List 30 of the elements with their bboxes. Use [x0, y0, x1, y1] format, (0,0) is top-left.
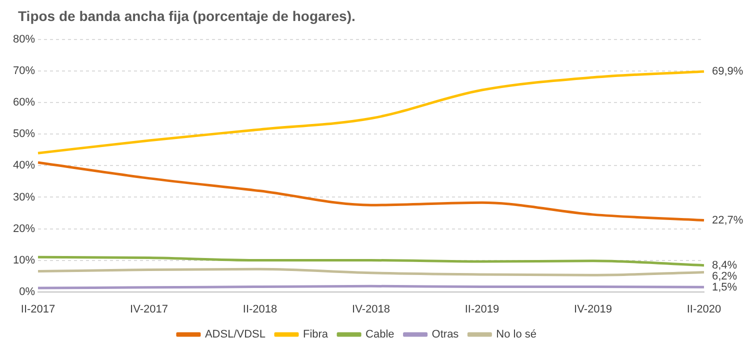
- x-tick-label: II-2019: [464, 303, 500, 316]
- legend-label: Fibra: [302, 328, 329, 341]
- x-tick-label: II-2020: [686, 303, 722, 316]
- line-series: [36, 70, 706, 154]
- data-label: 8,4%: [712, 259, 738, 272]
- legend-label: Cable: [366, 328, 394, 341]
- y-tick-label: 10%: [12, 254, 36, 266]
- y-tick-label: 80%: [12, 34, 36, 46]
- data-label: 69,9%: [712, 65, 744, 78]
- x-tick-label: IV-2017: [130, 303, 168, 316]
- y-tick-label: 30%: [12, 191, 36, 204]
- line-series: [36, 161, 706, 222]
- legend-label: Otras: [432, 328, 460, 341]
- y-tick-label: 0%: [19, 286, 36, 298]
- y-tick-label: 20%: [12, 222, 36, 235]
- x-tick-label: II-2018: [242, 303, 278, 316]
- data-label: 1,5%: [712, 281, 738, 294]
- chart-title: Tipos de banda ancha fija (porcentaje de hogares).: [18, 8, 356, 24]
- y-tick-label: 50%: [12, 128, 36, 140]
- x-tick-label: IV-2018: [352, 303, 390, 316]
- y-tick-label: 40%: [12, 160, 36, 172]
- data-label: 22,7%: [712, 214, 744, 226]
- x-tick-label: II-2017: [20, 303, 56, 316]
- line-series: [36, 256, 706, 267]
- data-label: 6,2%: [712, 270, 738, 282]
- y-tick-label: 60%: [12, 96, 36, 109]
- legend-label: ADSL/VDSL: [204, 328, 266, 341]
- x-tick-label: IV-2019: [574, 303, 612, 316]
- y-tick-label: 70%: [12, 65, 36, 78]
- legend-label: No lo sé: [496, 328, 537, 341]
